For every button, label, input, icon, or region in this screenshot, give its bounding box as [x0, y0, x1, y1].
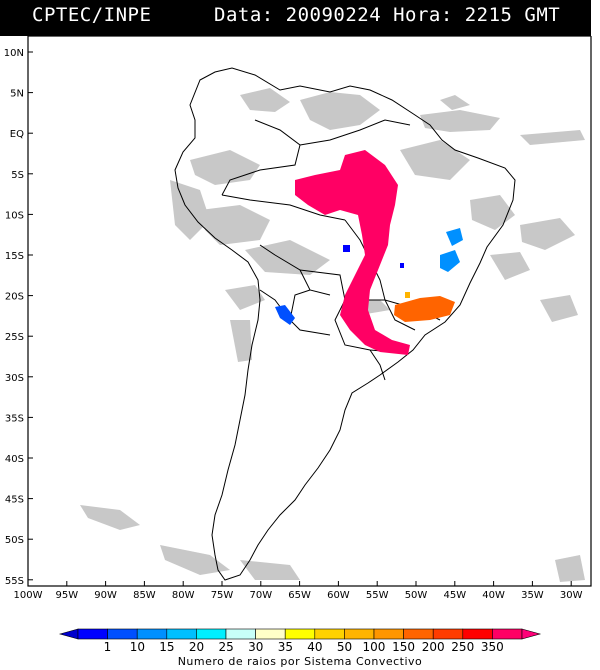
legend-swatch: [225, 628, 256, 640]
legend-swatch: [314, 628, 345, 640]
legend-swatch: [136, 628, 168, 640]
legend-swatch: [462, 628, 493, 640]
lon-label: 30W: [560, 590, 583, 601]
lat-label: 25S: [5, 332, 24, 343]
lat-label: 15S: [5, 251, 24, 262]
legend-value: 350: [480, 640, 504, 654]
lat-label: EQ: [10, 129, 24, 140]
legend-swatch: [196, 628, 227, 640]
legend-color-bar: [58, 628, 542, 640]
lon-label: 40W: [482, 590, 505, 601]
lat-label: 5N: [10, 89, 24, 100]
lightning-cell-blue-3: [275, 305, 295, 325]
lat-label: 40S: [5, 454, 24, 465]
legend-value: 200: [421, 640, 445, 654]
legend-max-arrow: [521, 628, 542, 640]
legend-swatch: [432, 628, 464, 640]
lat-label: 10S: [5, 210, 24, 221]
lat-label: 20S: [5, 292, 24, 303]
lat-label: 45S: [5, 495, 24, 506]
legend-value: 10: [129, 640, 145, 654]
lightning-cluster-magenta: [295, 150, 410, 355]
legend-value: 35: [277, 640, 293, 654]
lightning-cell-blue-2: [440, 250, 460, 272]
legend-value: 15: [159, 640, 175, 654]
legend-value: 50: [336, 640, 353, 654]
legend-swatch: [344, 628, 375, 640]
legend-min-arrow: [58, 628, 79, 640]
lat-label: 30S: [5, 373, 24, 384]
legend-swatch: [403, 628, 434, 640]
legend-swatch: [107, 628, 138, 640]
cloud-cover: [80, 88, 585, 582]
lon-label: 65W: [288, 590, 311, 601]
legend-swatch: [166, 628, 197, 640]
datetime-label: Data: 20090224 Hora: 2215 GMT: [214, 4, 561, 26]
lon-label: 45W: [443, 590, 466, 601]
lon-label: 70W: [249, 590, 272, 601]
legend-value: 25: [218, 640, 234, 654]
legend-swatch: [284, 628, 316, 640]
legend-value: 250: [451, 640, 475, 654]
legend-value: 150: [392, 640, 415, 654]
header-bar: CPTEC/INPE Data: 20090224 Hora: 2215 GMT: [0, 0, 591, 36]
legend-swatch: [373, 628, 404, 640]
source-label: CPTEC/INPE: [32, 4, 152, 26]
latitude-labels: 10N 5N EQ 5S 10S 15S 20S 25S 30S 35S 40S 45S 50S 55S: [4, 48, 33, 587]
legend-value: 100: [362, 640, 386, 654]
lat-label: 10N: [4, 48, 24, 59]
lightning-cell-yellow: [405, 292, 410, 298]
legend-title: Numero de raios por Sistema Convectivo: [177, 655, 423, 668]
lightning-cluster-orange: [394, 296, 455, 322]
longitude-labels: 100W 95W 90W 85W 80W 75W 70W 65W 60W 55W 50W 45W 40W…: [14, 581, 583, 601]
lightning-cell-blue-4: [343, 245, 350, 252]
legend-value: 40: [307, 640, 323, 654]
legend-swatch: [492, 628, 523, 640]
lon-label: 75W: [211, 590, 234, 601]
legend-swatch: [77, 628, 108, 640]
lon-label: 60W: [327, 590, 350, 601]
lon-label: 50W: [405, 590, 428, 601]
map-frame: [27, 36, 592, 587]
legend-value: 20: [188, 640, 205, 654]
legend-value: 1: [103, 640, 112, 654]
lat-label: 50S: [5, 535, 24, 546]
lon-label: 55W: [366, 590, 389, 601]
lon-label: 90W: [94, 590, 117, 601]
lightning-cell-blue-5: [400, 263, 404, 268]
lon-label: 80W: [172, 590, 195, 601]
lightning-clusters: [275, 150, 463, 355]
lon-label: 100W: [14, 590, 43, 601]
lat-label: 55S: [5, 576, 24, 587]
color-legend: 1 10 15 20 25 30 35 40 50 100 150 200 250 350 Numero …: [0, 628, 600, 670]
lon-label: 95W: [55, 590, 78, 601]
legend-value: 30: [248, 640, 264, 654]
lon-label: 85W: [133, 590, 156, 601]
map-panel: 10N5NEQ5S10S15S20S25S30S35S40S45S50S55S …: [4, 36, 592, 601]
legend-swatch: [255, 628, 286, 640]
lat-label: 35S: [5, 413, 24, 424]
lat-label: 5S: [11, 170, 24, 181]
lightning-cell-blue-1: [446, 228, 463, 246]
lon-label: 35W: [521, 590, 544, 601]
